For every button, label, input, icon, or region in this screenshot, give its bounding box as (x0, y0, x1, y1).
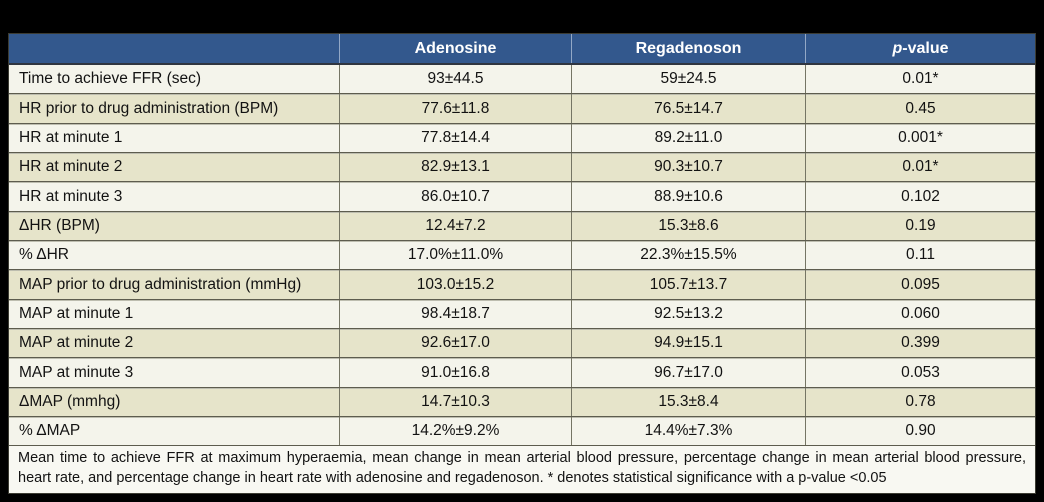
table-row: ΔHR (BPM) 12.4±7.2 15.3±8.6 0.19 (9, 210, 1035, 241)
row-label: HR at minute 2 (19, 158, 123, 176)
cell-regadenoson: 15.3±8.4 (571, 387, 805, 417)
row-label: MAP prior to drug administration (mmHg) (19, 275, 302, 293)
cell-p-value: 0.45 (805, 94, 1035, 123)
cell-p-value: 0.053 (805, 358, 1035, 387)
table-row: HR at minute 2 82.9±13.1 90.3±10.7 0.01* (9, 152, 1035, 182)
table-row: % ΔMAP 14.2%±9.2% 14.4%±7.3% 0.90 (9, 416, 1035, 446)
cell-p-value: 0.060 (805, 299, 1035, 329)
cell-regadenoson: 88.9±10.6 (571, 182, 805, 211)
row-label: Time to achieve FFR (sec) (19, 70, 202, 88)
row-label: % ΔHR (19, 246, 69, 264)
cell-adenosine: 98.4±18.7 (339, 299, 571, 329)
cell-regadenoson: 59±24.5 (571, 65, 805, 94)
cell-adenosine: 77.8±14.4 (339, 123, 571, 153)
table-row: % ΔHR 17.0%±11.0% 22.3%±15.5% 0.11 (9, 240, 1035, 270)
row-label: HR at minute 1 (19, 128, 123, 146)
cell-adenosine: 82.9±13.1 (339, 153, 571, 182)
header-metric-cell (9, 34, 339, 63)
cell-p-value: 0.01* (805, 65, 1035, 94)
row-label: MAP at minute 1 (19, 304, 134, 322)
table-row: MAP at minute 1 98.4±18.7 92.5±13.2 0.060 (9, 298, 1035, 329)
table-body: Time to achieve FFR (sec) 93±44.5 59±24.5 0… (9, 65, 1035, 446)
cell-regadenoson: 89.2±11.0 (571, 123, 805, 153)
cell-adenosine: 91.0±16.8 (339, 358, 571, 387)
row-label: ΔMAP (mmhg) (19, 392, 121, 410)
cell-p-value: 0.90 (805, 417, 1035, 446)
cell-regadenoson: 76.5±14.7 (571, 94, 805, 123)
cell-adenosine: 17.0%±11.0% (339, 241, 571, 270)
cell-regadenoson: 96.7±17.0 (571, 358, 805, 387)
cell-regadenoson: 94.9±15.1 (571, 329, 805, 358)
table-row: MAP at minute 3 91.0±16.8 96.7±17.0 0.053 (9, 357, 1035, 387)
table-row: HR at minute 3 86.0±10.7 88.9±10.6 0.102 (9, 181, 1035, 211)
cell-adenosine: 12.4±7.2 (339, 211, 571, 241)
row-label: HR prior to drug administration (BPM) (19, 99, 279, 117)
cell-regadenoson: 15.3±8.6 (571, 211, 805, 241)
row-label: HR at minute 3 (19, 187, 123, 205)
cell-p-value: 0.78 (805, 387, 1035, 417)
table-row: Time to achieve FFR (sec) 93±44.5 59±24.5 0… (9, 65, 1035, 94)
p-value-italic-p: p (892, 39, 903, 57)
table-row: HR prior to drug administration (BPM) 77.… (9, 93, 1035, 123)
comparison-table: Adenosine Regadenoson p -value Time to ac… (8, 33, 1036, 494)
cell-p-value: 0.001* (805, 123, 1035, 153)
table-row: HR at minute 1 77.8±14.4 89.2±11.0 0.001* (9, 122, 1035, 153)
header-p-value: p -value (805, 34, 1035, 63)
table-row: ΔMAP (mmhg) 14.7±10.3 15.3±8.4 0.78 (9, 386, 1035, 417)
table-row: MAP prior to drug administration (mmHg) 1… (9, 269, 1035, 299)
row-label: % ΔMAP (19, 422, 81, 440)
cell-p-value: 0.19 (805, 211, 1035, 241)
header-regadenoson: Regadenoson (571, 34, 805, 63)
cell-regadenoson: 105.7±13.7 (571, 270, 805, 299)
cell-regadenoson: 90.3±10.7 (571, 153, 805, 182)
cell-p-value: 0.399 (805, 329, 1035, 358)
cell-adenosine: 14.7±10.3 (339, 387, 571, 417)
cell-p-value: 0.095 (805, 270, 1035, 299)
cell-adenosine: 103.0±15.2 (339, 270, 571, 299)
p-value-suffix: -value (902, 39, 949, 57)
cell-regadenoson: 22.3%±15.5% (571, 241, 805, 270)
table-row: MAP at minute 2 92.6±17.0 94.9±15.1 0.399 (9, 328, 1035, 358)
cell-regadenoson: 14.4%±7.3% (571, 417, 805, 446)
table-footnote: Mean time to achieve FFR at maximum hype… (9, 445, 1035, 493)
cell-adenosine: 77.6±11.8 (339, 94, 571, 123)
cell-p-value: 0.102 (805, 182, 1035, 211)
row-label: MAP at minute 2 (19, 334, 134, 352)
cell-p-value: 0.11 (805, 241, 1035, 270)
cell-regadenoson: 92.5±13.2 (571, 299, 805, 329)
table-header-row: Adenosine Regadenoson p -value (9, 34, 1035, 65)
cell-p-value: 0.01* (805, 153, 1035, 182)
cell-adenosine: 14.2%±9.2% (339, 417, 571, 446)
header-adenosine: Adenosine (339, 34, 571, 63)
row-label: ΔHR (BPM) (19, 216, 100, 234)
cell-adenosine: 93±44.5 (339, 65, 571, 94)
cell-adenosine: 92.6±17.0 (339, 329, 571, 358)
cell-adenosine: 86.0±10.7 (339, 182, 571, 211)
row-label: MAP at minute 3 (19, 363, 134, 381)
